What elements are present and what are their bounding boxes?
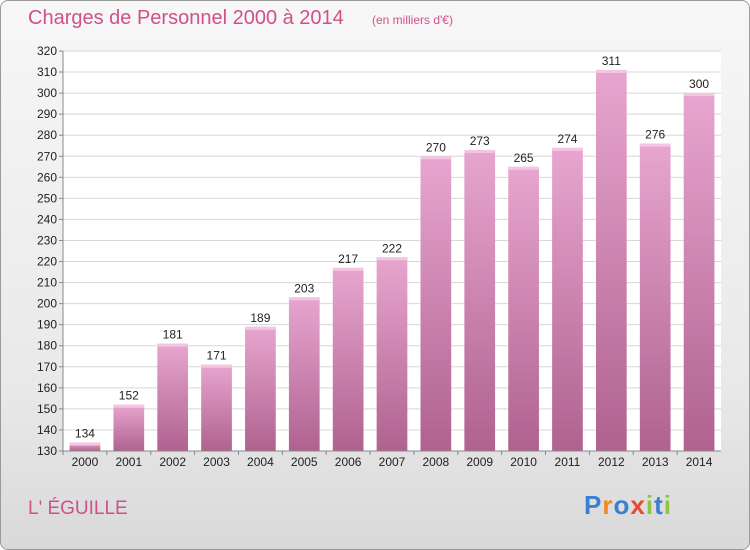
data-label-2007: 222 (382, 241, 402, 255)
bar-2000 (69, 442, 101, 451)
bar-top-highlight (288, 297, 320, 301)
x-tick-label-2009: 2009 (466, 455, 493, 469)
bar-2012 (595, 69, 627, 452)
bar-top-highlight (245, 326, 276, 330)
y-tick-label: 280 (37, 128, 57, 142)
y-tick-label: 180 (37, 339, 57, 353)
data-label-2009: 273 (470, 134, 490, 148)
logo-letter: r (602, 490, 614, 520)
bar-top-highlight (113, 404, 145, 408)
proxiti-logo[interactable]: Proxiti (584, 490, 672, 521)
data-label-2010: 265 (514, 151, 534, 165)
data-label-2005: 203 (294, 281, 314, 295)
data-label-2006: 217 (338, 252, 358, 266)
x-tick-label-2002: 2002 (159, 455, 186, 469)
data-label-2000: 134 (75, 427, 95, 441)
bar-2009 (464, 149, 496, 451)
y-tick-label: 140 (37, 423, 57, 437)
y-tick-label: 150 (37, 402, 57, 416)
bar-top-highlight (639, 143, 671, 147)
x-tick-label-2014: 2014 (686, 455, 713, 469)
y-tick-label: 250 (37, 191, 57, 205)
logo-letter: t (654, 490, 664, 520)
x-tick-label-2011: 2011 (555, 455, 581, 469)
x-tick-label-2012: 2012 (598, 455, 625, 469)
bar-2011 (552, 147, 583, 451)
data-label-2011: 274 (557, 132, 577, 146)
bar-top-highlight (201, 364, 232, 368)
bar-top-highlight (376, 257, 408, 261)
bar-2014 (683, 93, 715, 452)
y-tick-label: 310 (37, 65, 57, 79)
data-label-2014: 300 (689, 77, 709, 91)
y-tick-label: 220 (37, 255, 57, 269)
y-tick-label: 270 (37, 149, 57, 163)
y-tick-label: 200 (37, 297, 57, 311)
data-label-2004: 189 (250, 311, 270, 325)
logo-letter: x (630, 490, 646, 520)
y-tick-label: 210 (37, 276, 57, 290)
y-tick-label: 230 (37, 233, 57, 247)
bar-2006 (332, 267, 364, 451)
bar-2001 (113, 404, 145, 451)
data-label-2003: 171 (207, 349, 227, 363)
bar-top-highlight (683, 93, 715, 97)
x-tick-label-2007: 2007 (379, 455, 406, 469)
y-tick-label: 290 (37, 107, 57, 121)
x-tick-label-2000: 2000 (72, 455, 99, 469)
x-tick-label-2006: 2006 (335, 455, 362, 469)
data-label-2001: 152 (119, 389, 139, 403)
y-tick-label: 300 (37, 86, 57, 100)
x-tick-label-2013: 2013 (642, 455, 669, 469)
bar-2003 (201, 364, 232, 451)
bar-2008 (420, 156, 452, 451)
place-name: L' ÉGUILLE (28, 498, 128, 519)
bar-top-highlight (420, 156, 452, 160)
bar-2013 (639, 143, 671, 451)
x-tick-label-2003: 2003 (203, 455, 230, 469)
bar-top-highlight (595, 69, 627, 73)
y-tick-label: 160 (37, 381, 57, 395)
y-tick-label: 320 (37, 44, 57, 58)
y-axis-ticks: 130 140 150 160 170 180 190 200 210 220 230 240 250 2… (37, 44, 63, 458)
y-tick-label: 260 (37, 170, 57, 184)
logo-letter: i (663, 490, 672, 520)
x-tick-label-2010: 2010 (510, 455, 537, 469)
chart-subtitle: (en milliers d'€) (372, 13, 453, 27)
bar-2005 (288, 297, 320, 451)
data-label-2012: 311 (602, 54, 621, 68)
y-tick-label: 170 (37, 360, 57, 374)
bar-top-highlight (508, 166, 539, 170)
bar-top-highlight (69, 442, 101, 446)
data-label-2013: 276 (645, 128, 665, 142)
bar-top-highlight (332, 267, 364, 271)
bar-2010 (508, 166, 539, 451)
logo-letter: P (584, 490, 603, 520)
bars: 134 152 181 171 189 203 217 222 270 273 265 274 311 2… (69, 54, 715, 452)
logo-letter: o (613, 490, 631, 520)
bar-2004 (245, 326, 276, 451)
bar-top-highlight (157, 343, 189, 347)
x-axis-ticks: 2000 2001 2002 2003 2004 2005 2006 2007 2008 2009… (62, 451, 713, 469)
bar-top-highlight (464, 149, 496, 153)
y-tick-label: 240 (37, 212, 57, 226)
chart-title: Charges de Personnel 2000 à 2014 (28, 7, 344, 29)
x-tick-label-2001: 2001 (115, 455, 142, 469)
bar-2002 (157, 343, 189, 451)
logo-letter: i (645, 490, 655, 520)
x-tick-label-2005: 2005 (291, 455, 318, 469)
data-label-2008: 270 (426, 140, 446, 154)
x-tick-label-2008: 2008 (423, 455, 450, 469)
x-tick-label-2004: 2004 (247, 455, 274, 469)
y-tick-label: 190 (37, 318, 57, 332)
bar-2007 (376, 257, 408, 451)
y-tick-label: 130 (37, 444, 57, 458)
data-label-2002: 181 (163, 328, 183, 342)
bar-top-highlight (552, 147, 583, 151)
